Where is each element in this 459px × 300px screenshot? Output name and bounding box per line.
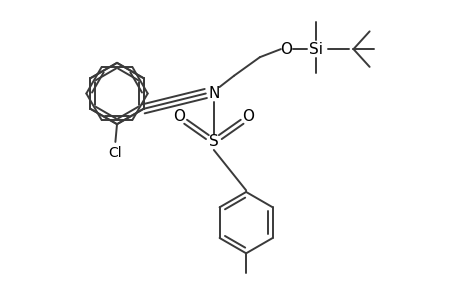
Text: O: O xyxy=(280,42,292,57)
Text: Si: Si xyxy=(309,42,323,57)
Text: Cl: Cl xyxy=(108,146,122,160)
Text: N: N xyxy=(208,86,219,101)
Text: S: S xyxy=(208,134,218,149)
Text: O: O xyxy=(173,110,185,124)
Text: O: O xyxy=(242,110,254,124)
